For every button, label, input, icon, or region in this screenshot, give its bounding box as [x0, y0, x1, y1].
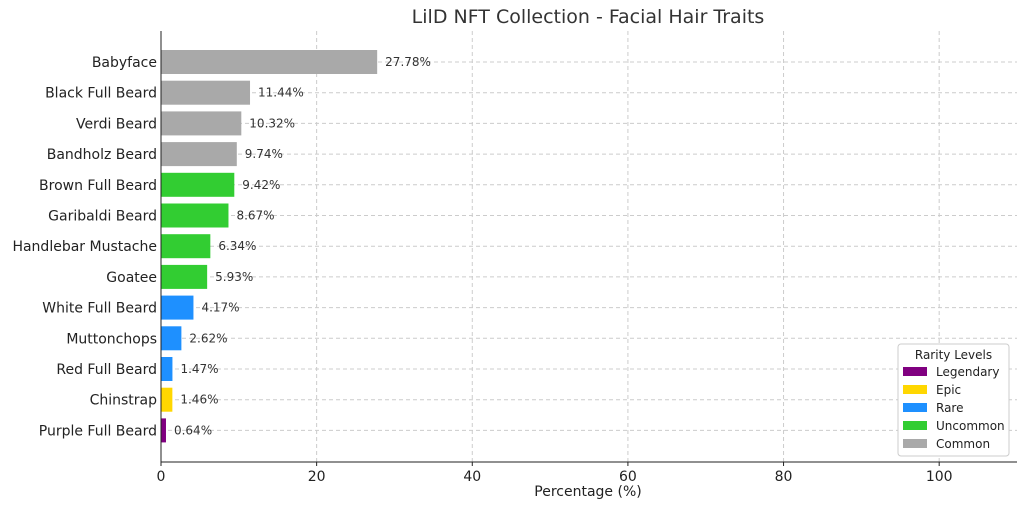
x-tick-label: 20	[308, 469, 326, 485]
bar	[161, 172, 235, 197]
category-label: Chinstrap	[90, 393, 158, 409]
legend-entry-label: Rare	[936, 401, 963, 415]
category-label: White Full Beard	[42, 301, 157, 317]
bar	[161, 142, 237, 167]
legend-entry-label: Common	[936, 437, 990, 451]
bar-value-label: 27.78%	[385, 55, 431, 69]
x-tick-label: 0	[157, 469, 166, 485]
legend-title: Rarity Levels	[915, 348, 992, 362]
bar-value-label: 11.44%	[258, 86, 304, 100]
category-label: Bandholz Beard	[47, 147, 157, 163]
category-label: Muttonchops	[66, 331, 157, 347]
bar	[161, 264, 208, 289]
category-label: Verdi Beard	[76, 116, 157, 132]
legend-entry-label: Epic	[936, 383, 961, 397]
bar-value-label: 10.32%	[249, 116, 295, 130]
x-tick-label: 80	[775, 469, 793, 485]
grid-lines	[160, 31, 1017, 462]
legend: Rarity Levels Legendary Epic Rare Uncommon Co…	[897, 343, 1010, 457]
bar-value-label: 5.93%	[215, 270, 253, 284]
axes: Babyface Black Full Beard Verdi Beard Bandh…	[12, 31, 1017, 485]
legend-entry-label: Legendary	[936, 365, 999, 379]
x-tick-label: 40	[463, 469, 481, 485]
category-label: Red Full Beard	[56, 362, 157, 378]
bar-value-label: 1.46%	[180, 393, 218, 407]
x-tick-label: 100	[926, 469, 953, 485]
bar-value-label: 2.62%	[189, 331, 227, 345]
bar-value-label: 8.67%	[236, 209, 274, 223]
category-label: Brown Full Beard	[39, 178, 157, 194]
bar-value-label: 6.34%	[218, 239, 256, 253]
legend-swatch	[903, 385, 927, 394]
category-label: Babyface	[92, 55, 157, 71]
bar-value-label: 1.47%	[180, 362, 218, 376]
bar	[161, 326, 182, 351]
category-label: Black Full Beard	[45, 86, 157, 102]
bar	[161, 203, 229, 228]
legend-swatch	[903, 403, 927, 412]
bar-value-label: 9.74%	[245, 147, 283, 161]
legend-swatch	[903, 367, 927, 376]
category-label: Garibaldi Beard	[48, 209, 157, 225]
bar	[161, 418, 166, 443]
legend-swatch	[903, 421, 927, 430]
bar	[161, 80, 251, 105]
legend-swatch	[903, 439, 927, 448]
category-label: Handlebar Mustache	[12, 239, 157, 255]
chart-title: LilD NFT Collection - Facial Hair Traits	[412, 6, 765, 28]
bar	[161, 295, 194, 320]
bar	[161, 111, 242, 136]
category-label: Purple Full Beard	[39, 423, 157, 439]
bar-value-label: 0.64%	[174, 423, 212, 437]
x-tick-label: 60	[619, 469, 637, 485]
bars: 27.78% 11.44% 10.32% 9.74% 9.42% 8.67% 6.34% 5.…	[161, 50, 431, 443]
category-label: Goatee	[106, 270, 157, 286]
bar	[161, 357, 173, 381]
x-axis-title: Percentage (%)	[534, 484, 641, 500]
bar-value-label: 4.17%	[201, 301, 239, 315]
bar	[161, 234, 211, 259]
bar-value-label: 9.42%	[242, 178, 280, 192]
legend-entry-label: Uncommon	[936, 419, 1005, 433]
bar	[161, 50, 378, 74]
bar	[161, 387, 173, 412]
